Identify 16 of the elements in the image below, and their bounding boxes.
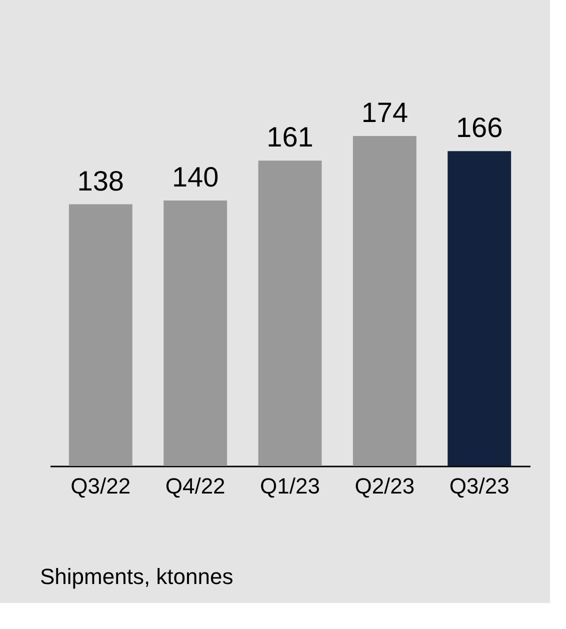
x-tick-label: Q4/22: [165, 474, 226, 498]
bar: [258, 160, 322, 466]
x-tick-label: Q1/23: [260, 474, 320, 498]
text: Shipments, ktonnes: [40, 564, 234, 589]
x-tick-label: Q3/23: [449, 474, 510, 498]
x-tick-label: Q3/22: [70, 474, 131, 498]
data-label: 140: [172, 161, 219, 192]
data-label: 174: [361, 97, 408, 128]
bar: [352, 136, 416, 466]
bar: [164, 200, 228, 466]
data-label: 161: [266, 122, 314, 153]
x-tick-label: Q2/23: [354, 474, 415, 498]
bar: [448, 151, 512, 466]
bar: [68, 204, 132, 466]
data-label: 138: [77, 165, 124, 196]
data-label: 166: [456, 112, 503, 144]
